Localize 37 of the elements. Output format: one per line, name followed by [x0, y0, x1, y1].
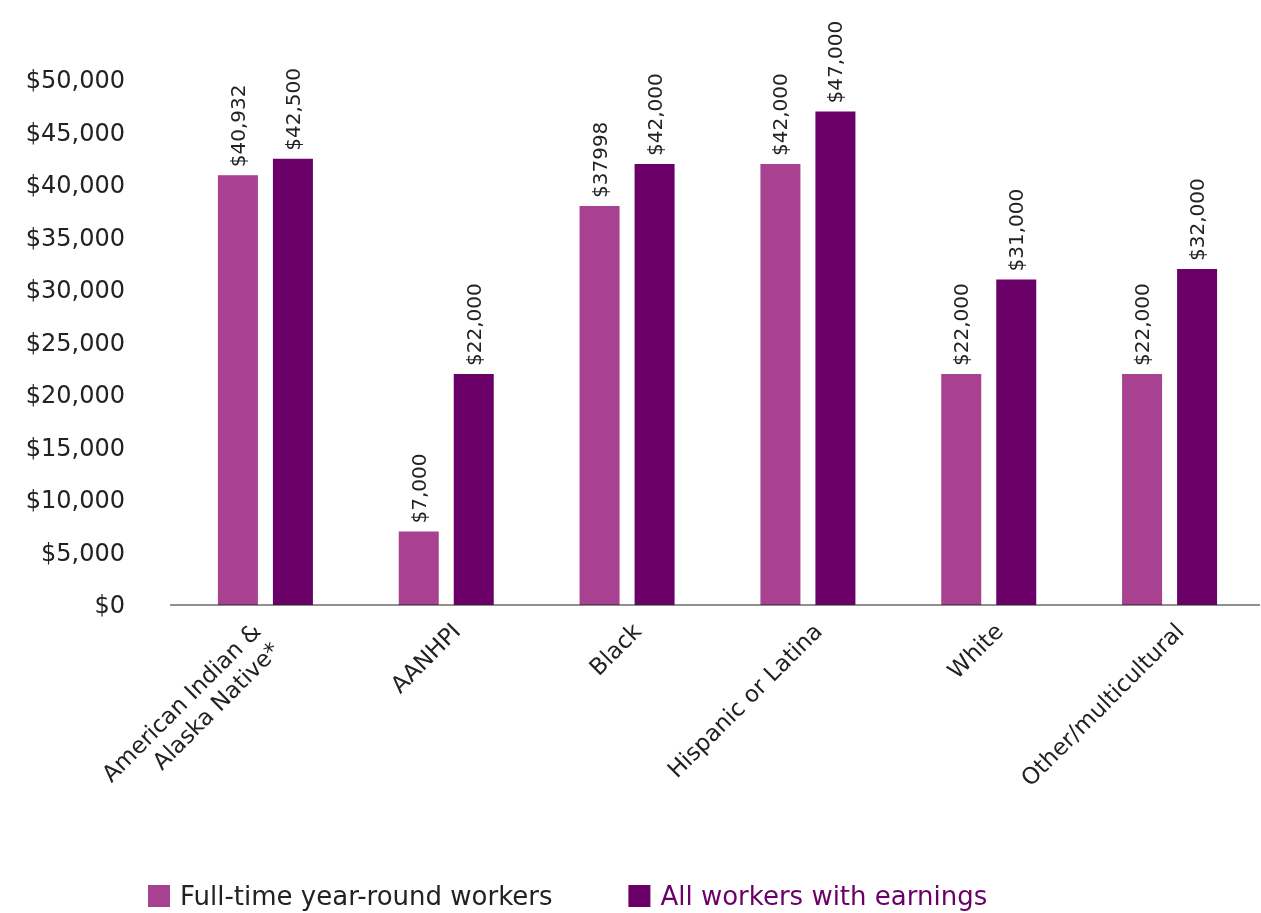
data-label: $42,000 [768, 73, 793, 156]
y-tick-label: $35,000 [25, 223, 125, 252]
y-tick-label: $50,000 [25, 66, 125, 95]
bar [272, 158, 313, 605]
data-label: $32,000 [1185, 178, 1210, 261]
y-tick-label: $0 [94, 591, 125, 620]
bar [579, 206, 620, 605]
data-label: $22,000 [461, 283, 486, 366]
bar [1122, 374, 1163, 605]
legend-label: All workers with earnings [660, 881, 988, 912]
y-tick-label: $25,000 [25, 328, 125, 357]
bar [1177, 269, 1218, 605]
bar [815, 111, 856, 605]
y-tick-label: $30,000 [25, 276, 125, 305]
y-tick-label: $40,000 [25, 171, 125, 200]
data-label: $31,000 [1004, 188, 1029, 272]
y-tick-label: $45,000 [25, 118, 125, 147]
y-tick-label: $15,000 [25, 433, 125, 462]
bar [453, 374, 494, 605]
bar [760, 164, 801, 605]
data-label: $7,000 [406, 453, 431, 524]
data-label: $22,000 [949, 283, 974, 366]
data-label: $42,000 [642, 73, 667, 156]
bar [634, 164, 675, 605]
data-label: $40,932 [225, 84, 250, 168]
data-label: $42,500 [280, 68, 305, 151]
y-tick-label: $10,000 [25, 486, 125, 515]
bar [398, 531, 439, 605]
y-tick-label: $5,000 [41, 538, 125, 567]
y-tick-label: $20,000 [25, 381, 125, 410]
bar [217, 175, 258, 605]
bar [941, 374, 982, 605]
bar [996, 279, 1037, 605]
data-label: $47,000 [823, 20, 848, 104]
legend-label: Full-time year-round workers [180, 881, 553, 912]
data-label: $37998 [587, 121, 612, 199]
data-label: $22,000 [1130, 283, 1155, 366]
